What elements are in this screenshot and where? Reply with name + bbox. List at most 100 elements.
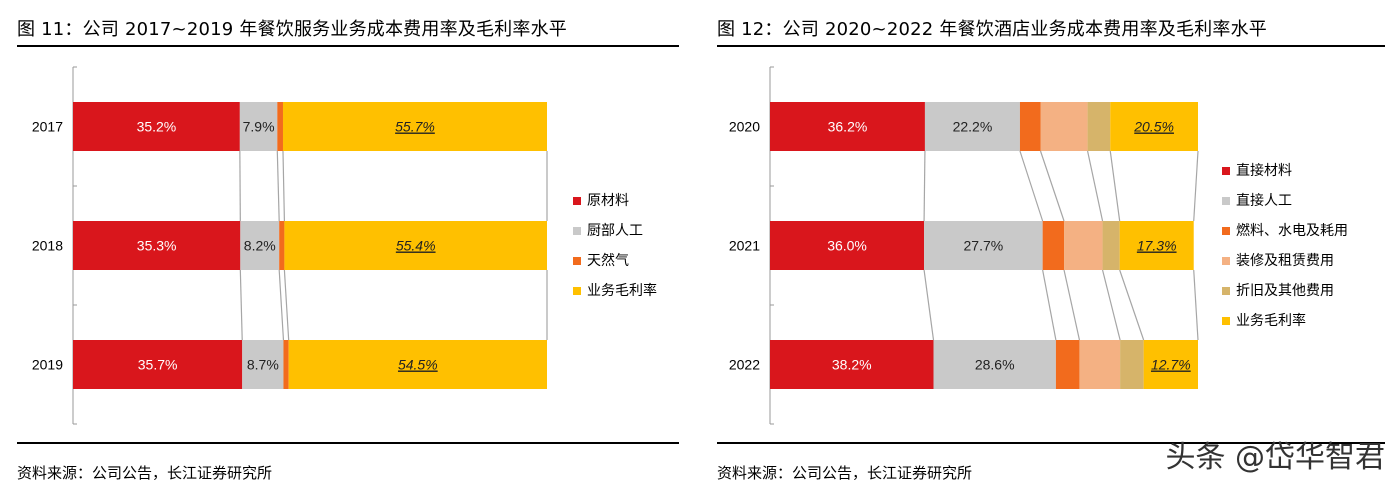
data-label: 12.7% (1151, 357, 1191, 373)
data-label: 8.2% (244, 238, 276, 254)
series-connector-line (278, 269, 285, 341)
bar-segment (239, 102, 278, 151)
data-label: 27.7% (964, 238, 1004, 254)
bar-segment (242, 340, 284, 389)
legend-label: 天然气 (587, 252, 629, 268)
series-connector-line (1042, 269, 1057, 341)
bar-segment (282, 102, 547, 151)
bar-segment (1079, 340, 1121, 389)
bar-segment (770, 340, 934, 389)
title-divider (17, 45, 679, 47)
data-label: 35.2% (137, 119, 177, 135)
legend-label: 装修及租赁费用 (1236, 252, 1334, 268)
data-label: 7.9% (243, 119, 275, 135)
category-tick-label: 2017 (32, 119, 63, 135)
series-connector-line (1193, 269, 1199, 341)
bar-segment (1119, 221, 1194, 270)
bar-segment (1019, 102, 1041, 151)
data-label: 20.5% (1133, 119, 1174, 135)
source-note: 资料来源：公司公告，长江证券研究所 (717, 464, 973, 482)
category-tick-label: 2021 (729, 238, 760, 254)
bar-segment (1120, 340, 1144, 389)
bar-segment (73, 102, 240, 151)
category-tick-label: 2019 (32, 357, 63, 373)
series-connector-line (283, 269, 290, 341)
bar-segment (240, 221, 280, 270)
right-figure-panel: 图 12：公司 2020~2022 年餐饮酒店业务成本费用率及毛利率水平 202… (700, 0, 1399, 487)
series-connector-line (923, 150, 926, 222)
series-connector-line (239, 269, 243, 341)
data-label: 38.2% (832, 357, 872, 373)
bar-segment (1143, 340, 1198, 389)
series-connector-line (1063, 269, 1081, 341)
bar-segment (288, 340, 547, 389)
bar-segment (924, 221, 1043, 270)
legend-swatch (573, 287, 581, 295)
bar-segment (1055, 340, 1080, 389)
bar-segment (1064, 221, 1103, 270)
source-divider (717, 442, 1385, 444)
bar-segment (924, 102, 1020, 151)
legend-label: 业务毛利率 (1236, 312, 1306, 328)
data-label: 22.2% (953, 119, 993, 135)
bar-segment (1110, 102, 1198, 151)
bar-segment (770, 102, 925, 151)
figure-title: 图 12：公司 2020~2022 年餐饮酒店业务成本费用率及毛利率水平 (717, 19, 1267, 40)
bar-segment (283, 340, 289, 389)
legend-swatch (1222, 287, 1230, 295)
legend-swatch (1222, 167, 1230, 175)
bar-segment (1042, 221, 1065, 270)
series-connector-line (923, 269, 935, 341)
source-divider (17, 442, 679, 444)
data-label: 35.3% (137, 238, 177, 254)
category-tick-label: 2018 (32, 238, 63, 254)
data-label: 36.0% (827, 238, 867, 254)
stacked-bar-chart-left: 2017 35.2% 7.9% 55.7% 2018 35.3% 8.2% 55.4% 2019… (32, 66, 657, 425)
bar-segment (279, 221, 285, 270)
legend-label: 厨部人工 (587, 222, 643, 238)
series-connector-line (1119, 269, 1145, 341)
series-connector-line (282, 150, 286, 222)
legend-label: 原材料 (587, 192, 629, 208)
watermark-text: 头条 @岱华智君 (1165, 440, 1385, 475)
legend-label: 折旧及其他费用 (1236, 282, 1334, 298)
legend-swatch (573, 197, 581, 205)
series-connector-line (1193, 150, 1199, 222)
bar-segment (1040, 102, 1088, 151)
data-label: 55.4% (396, 238, 436, 254)
data-label: 17.3% (1137, 238, 1177, 254)
legend-label: 燃料、水电及耗用 (1236, 222, 1348, 238)
series-connector-line (276, 150, 280, 222)
series-connector-line (1109, 150, 1121, 222)
data-label: 54.5% (398, 357, 438, 373)
legend-swatch (1222, 227, 1230, 235)
legend-swatch (1222, 317, 1230, 325)
category-tick-label: 2020 (729, 119, 760, 135)
data-label: 36.2% (828, 119, 868, 135)
data-label: 55.7% (395, 119, 435, 135)
legend-swatch (573, 257, 581, 265)
data-label: 28.6% (975, 357, 1015, 373)
bar-segment (1087, 102, 1111, 151)
bar-segment (770, 221, 925, 270)
category-tick-label: 2022 (729, 357, 760, 373)
source-note: 资料来源：公司公告，长江证券研究所 (17, 464, 273, 482)
series-connector-line (1086, 150, 1104, 222)
title-divider (717, 45, 1385, 47)
stacked-bar-chart-right: 2020 36.2% 22.2% 20.5% 2021 36.0% 27.7% 17.3% 20… (729, 66, 1348, 425)
legend-swatch (1222, 257, 1230, 265)
bar-segment (284, 221, 547, 270)
bar-segment (1102, 221, 1120, 270)
data-label: 8.7% (247, 357, 279, 373)
bar-segment (277, 102, 283, 151)
bar-segment (933, 340, 1056, 389)
left-figure-panel: 图 11：公司 2017~2019 年餐饮服务业务成本费用率及毛利率水平 201… (0, 0, 690, 487)
bar-segment (73, 221, 241, 270)
legend-swatch (573, 227, 581, 235)
legend-label: 直接人工 (1236, 192, 1292, 208)
series-connector-line (1019, 150, 1044, 222)
series-connector-line (1101, 269, 1121, 341)
data-label: 35.7% (138, 357, 178, 373)
legend-swatch (1222, 197, 1230, 205)
bar-segment (73, 340, 243, 389)
